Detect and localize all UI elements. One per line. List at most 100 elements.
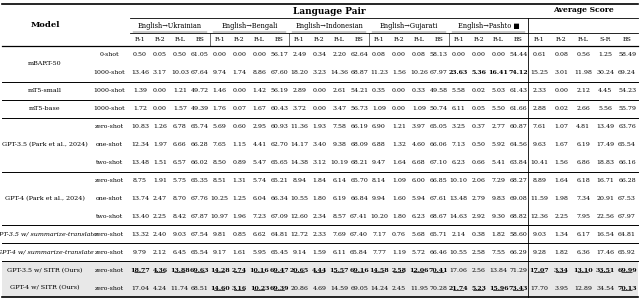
Text: 65.54: 65.54 [618, 142, 636, 147]
Text: 12.60: 12.60 [291, 214, 308, 219]
Text: zero-shot: zero-shot [95, 232, 124, 237]
Text: 69.24: 69.24 [618, 70, 636, 75]
Text: 7.65: 7.65 [212, 142, 227, 147]
Text: 0.05: 0.05 [472, 106, 486, 111]
Text: 2.45: 2.45 [392, 286, 406, 290]
Text: 1.09: 1.09 [392, 178, 406, 183]
Text: BS: BS [435, 37, 444, 42]
Text: 3.34: 3.34 [554, 268, 569, 273]
Text: 8.94: 8.94 [292, 178, 307, 183]
Text: 17.07: 17.07 [529, 268, 549, 273]
Text: 14.58: 14.58 [369, 268, 389, 273]
Text: 1000-shot: 1000-shot [93, 70, 125, 75]
Text: 15.57: 15.57 [330, 268, 349, 273]
Text: 11.59: 11.59 [531, 196, 548, 201]
Text: 71.29: 71.29 [509, 268, 527, 273]
Text: R-2: R-2 [154, 37, 165, 42]
Text: 5.92: 5.92 [492, 142, 506, 147]
Text: 5.50: 5.50 [492, 106, 506, 111]
Text: 6.86: 6.86 [577, 160, 590, 165]
Text: 5.58: 5.58 [452, 88, 466, 93]
Text: GPT-4 w/ SITR (Ours): GPT-4 w/ SITR (Ours) [10, 285, 80, 290]
Text: 1000-shot: 1000-shot [93, 106, 125, 111]
Text: BS: BS [355, 37, 364, 42]
Text: 65.70: 65.70 [350, 178, 368, 183]
Text: 7.29: 7.29 [492, 178, 506, 183]
Text: 5.72: 5.72 [412, 250, 426, 255]
Text: 1.91: 1.91 [153, 178, 167, 183]
Text: 11.23: 11.23 [370, 70, 388, 75]
Text: 0.00: 0.00 [392, 88, 406, 93]
Text: 7.13: 7.13 [452, 142, 466, 147]
Text: 4.44: 4.44 [312, 268, 327, 273]
Text: 73.43: 73.43 [509, 286, 528, 290]
Text: 69.47: 69.47 [269, 268, 289, 273]
Text: 2.14: 2.14 [452, 232, 466, 237]
Bar [2, 261, 638, 279]
Text: 68.27: 68.27 [509, 178, 527, 183]
Text: 3.16: 3.16 [232, 286, 247, 290]
Text: 10.20: 10.20 [370, 214, 388, 219]
Text: 3.01: 3.01 [554, 70, 568, 75]
Text: 9.63: 9.63 [532, 142, 547, 147]
Text: 0.34: 0.34 [312, 52, 326, 57]
Text: 6.78: 6.78 [173, 124, 187, 129]
Text: R-L: R-L [578, 37, 589, 42]
Text: 20.65: 20.65 [290, 268, 309, 273]
Text: 33.51: 33.51 [595, 268, 615, 273]
Text: 65.45: 65.45 [271, 250, 289, 255]
Text: zero-shot: zero-shot [95, 178, 124, 183]
Text: 7.17: 7.17 [372, 232, 386, 237]
Text: 13.88: 13.88 [170, 268, 189, 273]
Text: 6.04: 6.04 [253, 196, 266, 201]
Text: 10.25: 10.25 [211, 196, 228, 201]
Text: 11.98: 11.98 [574, 70, 592, 75]
Text: 1000-shot: 1000-shot [93, 88, 125, 93]
Text: 5.95: 5.95 [253, 250, 266, 255]
Text: R-L: R-L [254, 37, 265, 42]
Text: 7.69: 7.69 [332, 232, 346, 237]
Text: 0.00: 0.00 [312, 88, 326, 93]
Text: 10.97: 10.97 [211, 214, 228, 219]
Text: 61.05: 61.05 [191, 52, 209, 57]
Text: two-shot: two-shot [95, 160, 123, 165]
Text: 65.84: 65.84 [350, 250, 368, 255]
Text: 0.02: 0.02 [554, 106, 568, 111]
Text: 67.54: 67.54 [191, 232, 209, 237]
Text: BS: BS [275, 37, 284, 42]
Text: 70.41: 70.41 [429, 268, 449, 273]
Text: 14.24: 14.24 [370, 286, 388, 290]
Text: 66.28: 66.28 [618, 178, 636, 183]
Text: 1.80: 1.80 [312, 196, 326, 201]
Text: 1.96: 1.96 [232, 214, 246, 219]
Text: 16.41: 16.41 [488, 70, 509, 75]
Text: 18.20: 18.20 [291, 70, 308, 75]
Text: 68.09: 68.09 [350, 142, 368, 147]
Text: 60.93: 60.93 [271, 124, 289, 129]
Text: 67.97: 67.97 [618, 214, 636, 219]
Text: 0.61: 0.61 [532, 52, 547, 57]
Text: 6.88: 6.88 [372, 142, 386, 147]
Text: 0.05: 0.05 [153, 52, 167, 57]
Text: 1.19: 1.19 [392, 250, 406, 255]
Text: 1.09: 1.09 [372, 106, 386, 111]
Text: 22.56: 22.56 [596, 214, 614, 219]
Text: 0.85: 0.85 [232, 232, 246, 237]
Text: 64.56: 64.56 [509, 142, 527, 147]
Text: 58.60: 58.60 [509, 232, 527, 237]
Text: 66.84: 66.84 [350, 196, 368, 201]
Text: 2.06: 2.06 [472, 178, 486, 183]
Text: 6.14: 6.14 [332, 178, 346, 183]
Text: one-shot: one-shot [95, 142, 122, 147]
Text: 2.33: 2.33 [532, 88, 547, 93]
Text: 3.40: 3.40 [312, 142, 326, 147]
Text: 1.97: 1.97 [153, 142, 167, 147]
Text: 8.50: 8.50 [212, 160, 227, 165]
Text: 49.72: 49.72 [191, 88, 209, 93]
Text: zero-shot: zero-shot [95, 268, 124, 273]
Text: 65.71: 65.71 [430, 232, 448, 237]
Text: 6.62: 6.62 [253, 232, 266, 237]
Text: 4.45: 4.45 [598, 88, 612, 93]
Text: 12.72: 12.72 [291, 232, 308, 237]
Text: 66.02: 66.02 [191, 160, 209, 165]
